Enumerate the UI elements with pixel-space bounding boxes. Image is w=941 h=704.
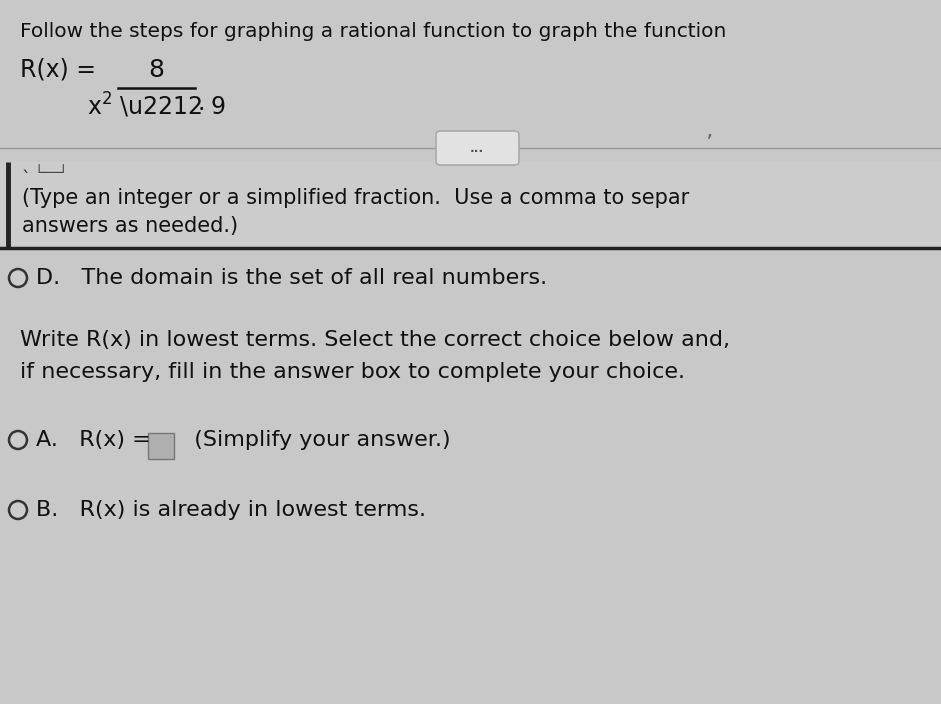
FancyBboxPatch shape xyxy=(148,433,174,459)
Text: ˋ: ˋ xyxy=(22,170,31,188)
Circle shape xyxy=(9,501,27,519)
FancyBboxPatch shape xyxy=(0,162,941,248)
Text: .: . xyxy=(198,91,205,115)
Text: └──┘: └──┘ xyxy=(34,166,68,180)
Text: if necessary, fill in the answer box to complete your choice.: if necessary, fill in the answer box to … xyxy=(20,362,685,382)
Text: ’: ’ xyxy=(705,134,712,154)
Text: ...: ... xyxy=(470,142,484,154)
Text: A.   R(x) =: A. R(x) = xyxy=(36,430,158,450)
Circle shape xyxy=(9,269,27,287)
Text: Write R(x) in lowest terms. Select the correct choice below and,: Write R(x) in lowest terms. Select the c… xyxy=(20,330,730,350)
Text: B.   R(x) is already in lowest terms.: B. R(x) is already in lowest terms. xyxy=(36,500,426,520)
Text: x$^2$ \u2212 9: x$^2$ \u2212 9 xyxy=(88,91,226,120)
Text: D.   The domain is the set of all real numbers.: D. The domain is the set of all real num… xyxy=(36,268,547,288)
Circle shape xyxy=(9,431,27,449)
Text: 8: 8 xyxy=(149,58,165,82)
Text: answers as needed.): answers as needed.) xyxy=(22,216,238,236)
Text: R(x) =: R(x) = xyxy=(20,58,104,82)
Text: Follow the steps for graphing a rational function to graph the function: Follow the steps for graphing a rational… xyxy=(20,22,726,41)
FancyBboxPatch shape xyxy=(436,131,519,165)
Text: (Simplify your answer.): (Simplify your answer.) xyxy=(180,430,451,450)
Text: (Type an integer or a simplified fraction.  Use a comma to separ: (Type an integer or a simplified fractio… xyxy=(22,188,689,208)
